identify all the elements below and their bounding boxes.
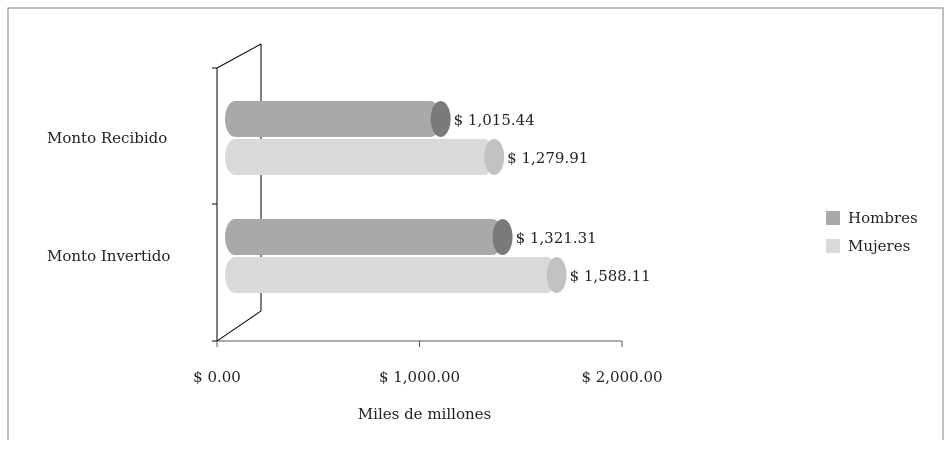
data-label: $ 1,588.11 <box>570 267 651 285</box>
x-axis-title: Miles de millones <box>358 405 491 423</box>
bar[interactable] <box>225 139 495 175</box>
bar[interactable] <box>225 101 441 137</box>
bar-end-cap <box>492 219 513 255</box>
legend-swatch-mujeres <box>826 239 840 253</box>
figure-border <box>7 7 944 440</box>
legend-item-hombres[interactable]: Hombres <box>826 204 918 232</box>
x-tick-label: $ 2,000.00 <box>581 368 662 386</box>
bar-end-cap <box>430 101 451 137</box>
wall-top-edge <box>216 43 262 69</box>
wall-bottom-edge <box>216 310 262 342</box>
legend-item-mujeres[interactable]: Mujeres <box>826 232 918 260</box>
data-label: $ 1,321.31 <box>516 229 597 247</box>
data-label: $ 1,015.44 <box>454 111 535 129</box>
bar-end-cap <box>484 139 505 175</box>
x-tick-label: $ 0.00 <box>193 368 241 386</box>
legend-label-hombres: Hombres <box>848 209 918 227</box>
legend-label-mujeres: Mujeres <box>848 237 911 255</box>
category-label: Monto Recibido <box>47 129 167 147</box>
legend: Hombres Mujeres <box>826 204 918 260</box>
bar[interactable] <box>225 257 557 293</box>
category-label: Monto Invertido <box>47 247 170 265</box>
data-label: $ 1,279.91 <box>507 149 588 167</box>
legend-swatch-hombres <box>826 211 840 225</box>
bar[interactable] <box>225 219 503 255</box>
x-tick-label: $ 1,000.00 <box>379 368 460 386</box>
bar-end-cap <box>546 257 567 293</box>
